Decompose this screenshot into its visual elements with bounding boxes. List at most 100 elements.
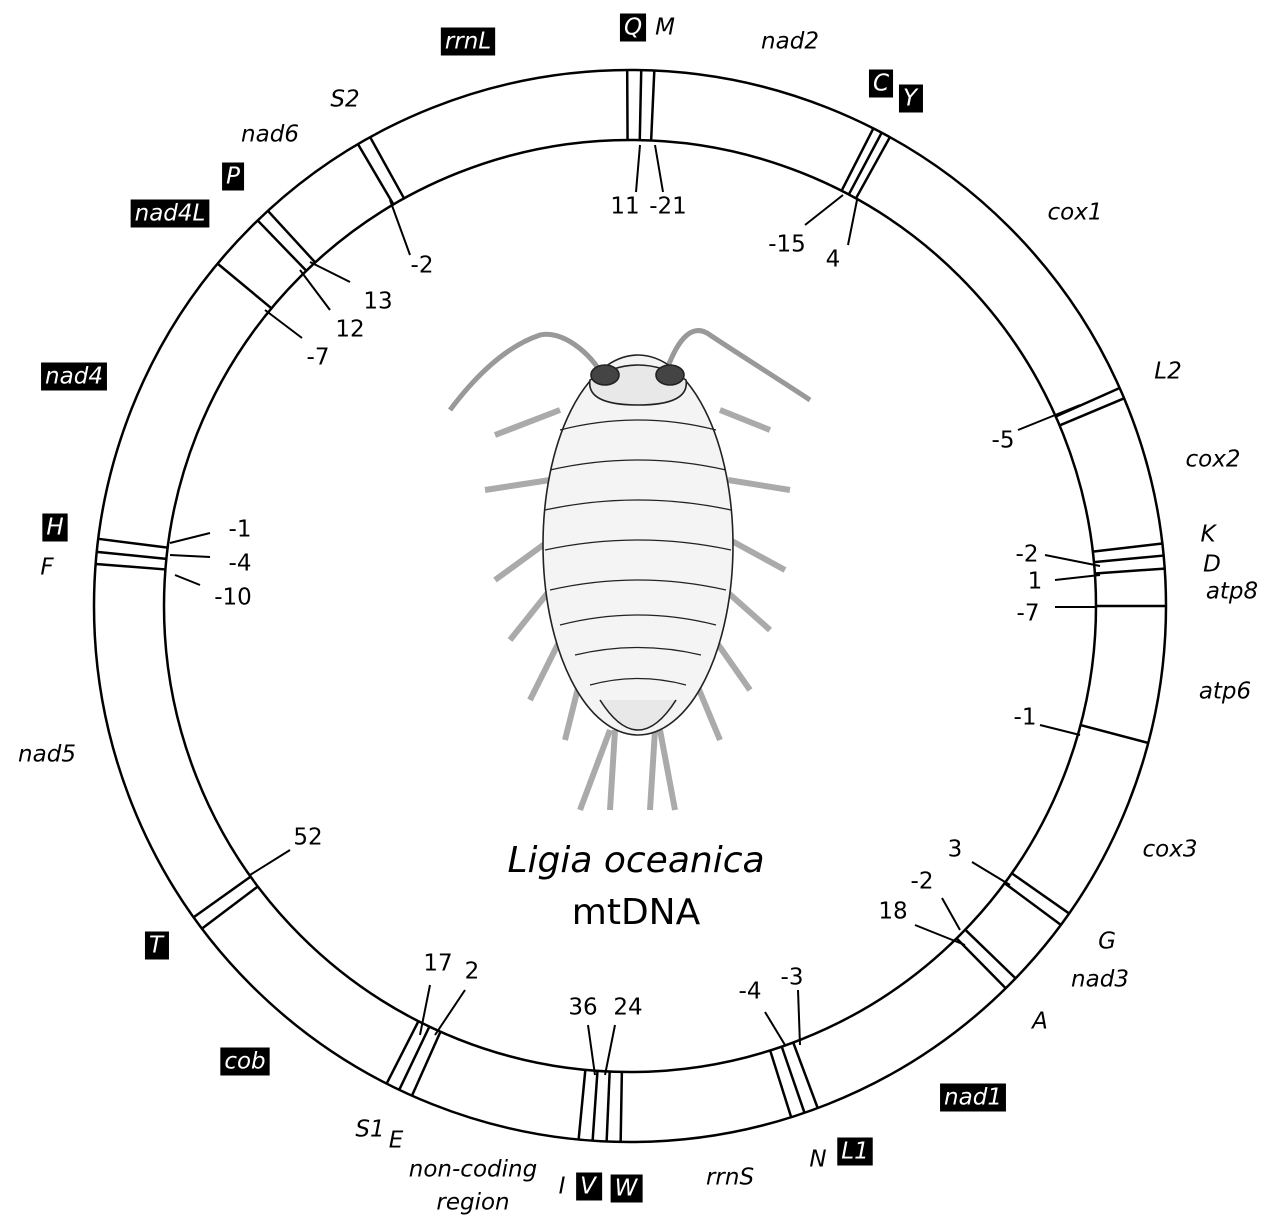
spacer-length: 13 bbox=[363, 289, 392, 315]
spacer-leader bbox=[299, 269, 331, 311]
gene-label: cob bbox=[220, 1047, 270, 1076]
spacer-leader bbox=[174, 574, 201, 586]
boundary-line bbox=[1080, 723, 1149, 745]
gene-box bbox=[220, 1047, 270, 1076]
gene-label: atp8 bbox=[1206, 579, 1258, 605]
gene-label: V bbox=[576, 1172, 603, 1201]
gene-label: P bbox=[222, 162, 245, 191]
spacer-length: 4 bbox=[826, 247, 841, 273]
boundary-line bbox=[1059, 397, 1125, 427]
gene-label: nad4 bbox=[41, 362, 107, 391]
gene-name: K bbox=[1200, 522, 1217, 548]
boundary-line bbox=[619, 1071, 624, 1142]
spacer-leader bbox=[169, 554, 211, 558]
gene-label: nad4L bbox=[130, 199, 210, 228]
boundary-line bbox=[964, 928, 1017, 980]
gene-box bbox=[42, 513, 68, 542]
gene-label: M bbox=[655, 15, 675, 41]
gene-label: cox2 bbox=[1186, 447, 1241, 473]
boundary-line bbox=[1092, 542, 1163, 553]
gene-name: nad5 bbox=[18, 742, 76, 768]
gene-name: atp8 bbox=[1206, 579, 1258, 605]
spacer-length: -3 bbox=[781, 965, 804, 991]
gene-label: C bbox=[868, 69, 894, 98]
boundary-line bbox=[398, 1026, 431, 1091]
spacer-leader bbox=[914, 924, 966, 946]
gene-label: A bbox=[1030, 1009, 1048, 1035]
boundary-line bbox=[385, 1020, 420, 1085]
spacer-leader bbox=[804, 194, 844, 226]
spacer-length: -2 bbox=[911, 869, 934, 895]
boundary-line bbox=[840, 127, 875, 192]
boundary-line bbox=[1011, 872, 1070, 915]
spacer-length: -10 bbox=[214, 585, 252, 611]
boundary-line bbox=[591, 1070, 599, 1141]
gene-box bbox=[619, 13, 647, 42]
gene-box bbox=[440, 27, 496, 56]
gene-name: A bbox=[1030, 1009, 1048, 1035]
gene-label: S2 bbox=[330, 87, 359, 113]
boundary-line bbox=[369, 136, 406, 200]
gene-name: V bbox=[580, 1174, 598, 1200]
gene-box bbox=[144, 931, 169, 960]
subtitle: mtDNA bbox=[572, 892, 701, 933]
gene-label: non-coding bbox=[409, 1157, 537, 1183]
boundary-line bbox=[201, 885, 259, 930]
spacer-length: 24 bbox=[613, 995, 642, 1021]
spacer-length: -2 bbox=[411, 253, 434, 279]
gene-box bbox=[940, 1083, 1006, 1112]
spacer-length: -1 bbox=[229, 517, 252, 543]
gene-name: rrnS bbox=[706, 1165, 754, 1191]
isopod-drawing bbox=[448, 328, 812, 812]
gene-name: cox3 bbox=[1143, 837, 1198, 863]
spacer-leader bbox=[764, 1011, 786, 1046]
spacer-leader bbox=[797, 989, 801, 1046]
boundary-line bbox=[98, 537, 168, 549]
boundary-line bbox=[216, 262, 273, 310]
gene-box bbox=[898, 84, 923, 113]
boundary-line bbox=[95, 562, 166, 571]
spacer-length: 52 bbox=[293, 825, 322, 851]
spacer-length: 36 bbox=[568, 995, 597, 1021]
spacer-length: -2 bbox=[1016, 542, 1039, 568]
spacer-length: 1 bbox=[1028, 569, 1043, 595]
gene-name: F bbox=[40, 555, 54, 581]
gene-label: Y bbox=[898, 84, 923, 113]
spacer-length: -7 bbox=[307, 345, 330, 371]
gene-name: nad4 bbox=[45, 364, 103, 390]
spacer-length: 11 bbox=[610, 194, 639, 220]
gene-name: C bbox=[873, 71, 889, 97]
spacer-length: 18 bbox=[878, 899, 907, 925]
gene-label: rrnL bbox=[440, 27, 496, 56]
gene-name: G bbox=[1098, 929, 1116, 955]
spacer-leader bbox=[419, 984, 431, 1036]
spacer-length: -21 bbox=[649, 194, 687, 220]
spacer-length: 3 bbox=[948, 837, 963, 863]
gene-name: cob bbox=[224, 1049, 265, 1075]
gene-label: atp6 bbox=[1199, 679, 1251, 705]
gene-label: H bbox=[42, 513, 68, 542]
gene-name: S2 bbox=[330, 87, 359, 113]
gene-box bbox=[576, 1172, 603, 1201]
gene-label: Q bbox=[619, 13, 647, 42]
gene-name: non-coding bbox=[409, 1157, 537, 1183]
boundary-line bbox=[1094, 567, 1165, 575]
gene-name: N bbox=[809, 1147, 826, 1173]
species-name: Ligia oceanica bbox=[507, 840, 764, 881]
spacer-length: -1 bbox=[1014, 705, 1037, 731]
boundary-line bbox=[792, 1042, 819, 1109]
gene-name: L1 bbox=[841, 1139, 868, 1165]
gene-name: rrnL bbox=[445, 29, 491, 55]
gene-name: cox2 bbox=[1186, 447, 1241, 473]
gene-box bbox=[41, 362, 107, 391]
gene-label: K bbox=[1200, 522, 1217, 548]
spacer-leader bbox=[264, 309, 303, 339]
boundary-line bbox=[605, 1071, 611, 1142]
gene-label: rrnS bbox=[706, 1165, 754, 1191]
gene-name: Q bbox=[624, 15, 642, 41]
spacer-length: -15 bbox=[768, 232, 806, 258]
gene-box bbox=[610, 1174, 643, 1203]
gene-label: G bbox=[1098, 929, 1116, 955]
spacer-leader bbox=[1039, 724, 1081, 736]
